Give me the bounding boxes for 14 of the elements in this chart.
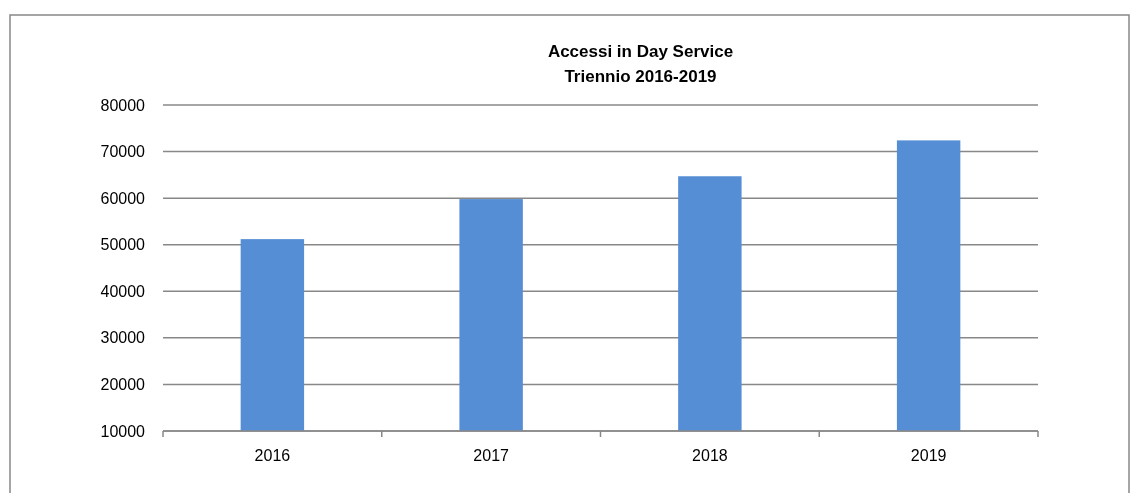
x-tick-label: 2018 (692, 447, 728, 464)
x-tick-label: 2016 (254, 447, 291, 464)
x-tick-label: 2019 (910, 447, 947, 464)
y-tick-label: 50000 (100, 236, 146, 254)
chart-subtitle: Triennio 2016-2019 (564, 67, 717, 86)
y-tick-label: 30000 (100, 329, 146, 347)
chart-title: Accessi in Day Service (547, 42, 734, 61)
y-tick-label: 60000 (100, 189, 146, 207)
x-tick-label: 2017 (473, 447, 510, 464)
y-tick-label: 40000 (100, 282, 146, 300)
y-tick-label: 20000 (100, 376, 146, 394)
y-tick-label: 80000 (100, 96, 146, 114)
y-tick-label: 70000 (100, 143, 146, 161)
y-tick-label: 10000 (100, 422, 146, 440)
